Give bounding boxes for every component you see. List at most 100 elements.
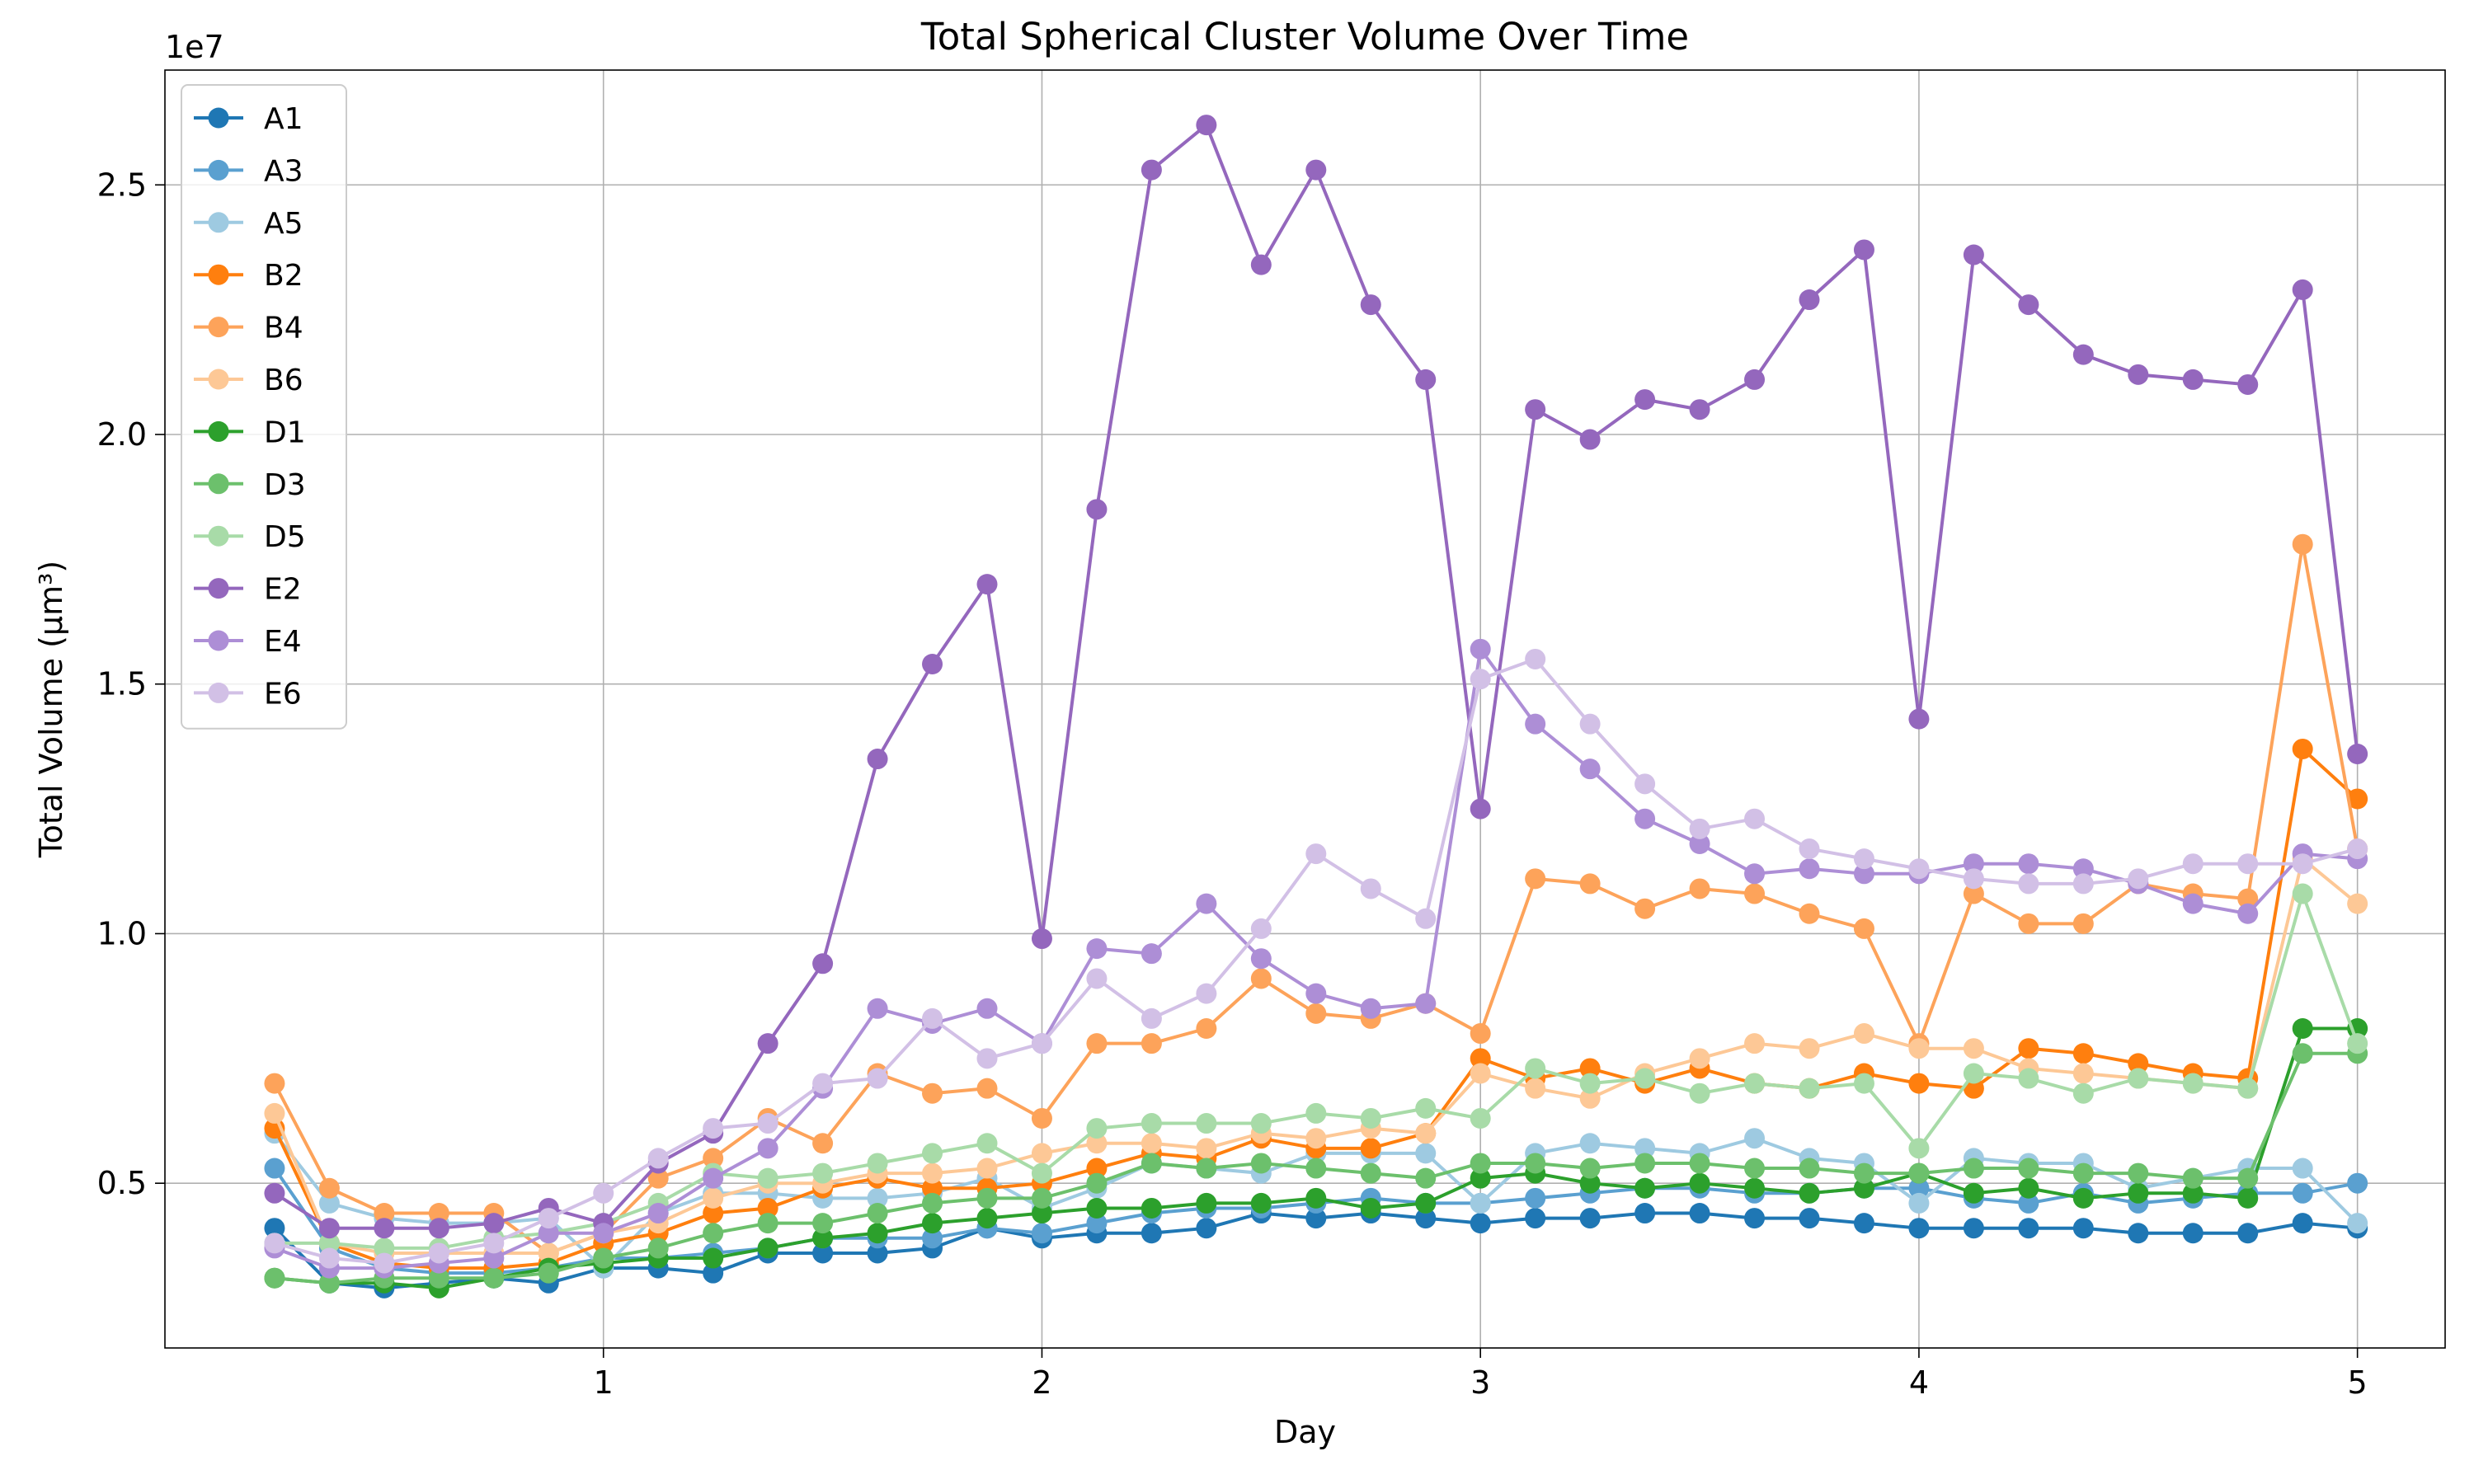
data-point-D1 — [1250, 1192, 1272, 1214]
data-point-E6 — [1086, 968, 1108, 989]
data-point-D5 — [1031, 1162, 1052, 1184]
data-point-D5 — [1634, 1068, 1656, 1089]
ticks: 1 2 3 4 5 0.5 1.0 1.5 2.0 2.5 — [97, 167, 2368, 1401]
data-point-B2 — [1908, 1073, 1930, 1094]
data-point-E6 — [1689, 818, 1710, 839]
legend-item-E6: E6 — [194, 677, 302, 711]
data-point-E4 — [483, 1247, 505, 1269]
data-point-B6 — [1415, 1123, 1437, 1144]
data-point-D3 — [2018, 1158, 2039, 1179]
data-point-E2 — [483, 1213, 505, 1234]
y-tick-label: 0.5 — [97, 1165, 147, 1201]
data-point-B6 — [1579, 1087, 1601, 1109]
data-point-B4 — [374, 1203, 395, 1224]
data-point-D3 — [976, 1187, 998, 1209]
chart-title: Total Spherical Cluster Volume Over Time — [920, 15, 1689, 59]
data-point-D1 — [812, 1228, 834, 1249]
data-point-D3 — [2072, 1162, 2094, 1184]
data-point-E2 — [1689, 399, 1710, 420]
x-tick-label: 1 — [594, 1364, 614, 1401]
data-point-D5 — [2072, 1082, 2094, 1104]
data-point-E6 — [647, 1148, 669, 1169]
data-point-E6 — [2347, 838, 2368, 860]
data-point-D3 — [2292, 1043, 2313, 1064]
data-point-D3 — [1305, 1158, 1327, 1179]
legend-item-B4: B4 — [194, 312, 303, 345]
data-point-E2 — [1415, 369, 1437, 390]
y-tick-label: 2.5 — [97, 167, 147, 203]
data-point-A1 — [2182, 1223, 2204, 1244]
data-point-B2 — [1086, 1158, 1108, 1179]
data-point-B4 — [1689, 878, 1710, 899]
data-point-A1 — [1415, 1208, 1437, 1229]
legend-marker — [208, 107, 229, 129]
data-point-E6 — [1360, 878, 1381, 899]
x-tick-label: 5 — [2348, 1364, 2368, 1401]
data-point-E4 — [1579, 758, 1601, 780]
data-point-E2 — [2182, 369, 2204, 390]
data-point-D5 — [1305, 1102, 1327, 1124]
data-point-D3 — [1963, 1158, 1984, 1179]
data-point-B4 — [264, 1073, 285, 1094]
data-point-B4 — [1250, 968, 1272, 989]
data-point-A3 — [1031, 1223, 1052, 1244]
data-point-B4 — [1853, 918, 1874, 939]
data-point-A1 — [1470, 1213, 1491, 1234]
data-point-B6 — [976, 1158, 998, 1179]
data-point-D5 — [1470, 1107, 1491, 1129]
x-tick-label: 3 — [1470, 1364, 1490, 1401]
data-point-D1 — [1360, 1197, 1381, 1219]
legend-label: E4 — [264, 625, 302, 659]
data-point-E6 — [1853, 848, 1874, 870]
data-point-A1 — [1634, 1203, 1656, 1224]
data-point-A1 — [1689, 1203, 1710, 1224]
data-point-E6 — [976, 1048, 998, 1069]
data-point-B4 — [428, 1203, 449, 1224]
data-point-A3 — [922, 1228, 943, 1249]
data-point-D3 — [1360, 1162, 1381, 1184]
data-point-E6 — [2018, 873, 2039, 895]
data-point-E4 — [1470, 638, 1491, 660]
data-point-D5 — [1799, 1078, 1820, 1099]
legend-item-E4: E4 — [194, 625, 302, 659]
data-point-B4 — [318, 1177, 340, 1199]
data-point-E4 — [1250, 948, 1272, 970]
data-point-B6 — [1086, 1133, 1108, 1154]
data-point-A5 — [1579, 1133, 1601, 1154]
data-point-D3 — [812, 1213, 834, 1234]
data-point-A5 — [1744, 1128, 1766, 1149]
data-point-D3 — [2237, 1167, 2259, 1189]
data-point-D3 — [318, 1272, 340, 1294]
data-point-D5 — [1744, 1073, 1766, 1094]
data-point-E4 — [1853, 863, 1874, 885]
legend-item-D1: D1 — [194, 416, 306, 449]
data-point-E6 — [1963, 868, 1984, 890]
data-point-B2 — [2347, 788, 2368, 810]
data-point-D5 — [867, 1153, 888, 1174]
data-point-E2 — [1963, 244, 1984, 265]
data-point-B6 — [2072, 1063, 2094, 1084]
legend-item-A5: A5 — [194, 207, 303, 241]
data-point-B4 — [1305, 1003, 1327, 1024]
data-point-E2 — [318, 1218, 340, 1239]
data-point-E2 — [1744, 369, 1766, 390]
data-point-A1 — [2018, 1218, 2039, 1239]
data-point-D5 — [812, 1162, 834, 1184]
legend-marker — [208, 682, 229, 703]
data-point-D3 — [1634, 1153, 1656, 1174]
data-point-D1 — [1470, 1167, 1491, 1189]
data-point-E6 — [867, 1068, 888, 1089]
data-point-E4 — [867, 998, 888, 1019]
y-axis-label: Total Volume (µm³) — [33, 561, 69, 858]
data-point-B6 — [264, 1102, 285, 1124]
data-point-D1 — [2072, 1187, 2094, 1209]
data-point-D3 — [703, 1223, 724, 1244]
data-point-B6 — [1908, 1038, 1930, 1059]
legend-label: E2 — [264, 573, 302, 607]
legend-item-E2: E2 — [194, 573, 302, 607]
data-point-E6 — [2128, 868, 2149, 890]
data-point-E4 — [2072, 858, 2094, 880]
data-point-B4 — [1799, 903, 1820, 924]
data-point-A3 — [2347, 1172, 2368, 1194]
